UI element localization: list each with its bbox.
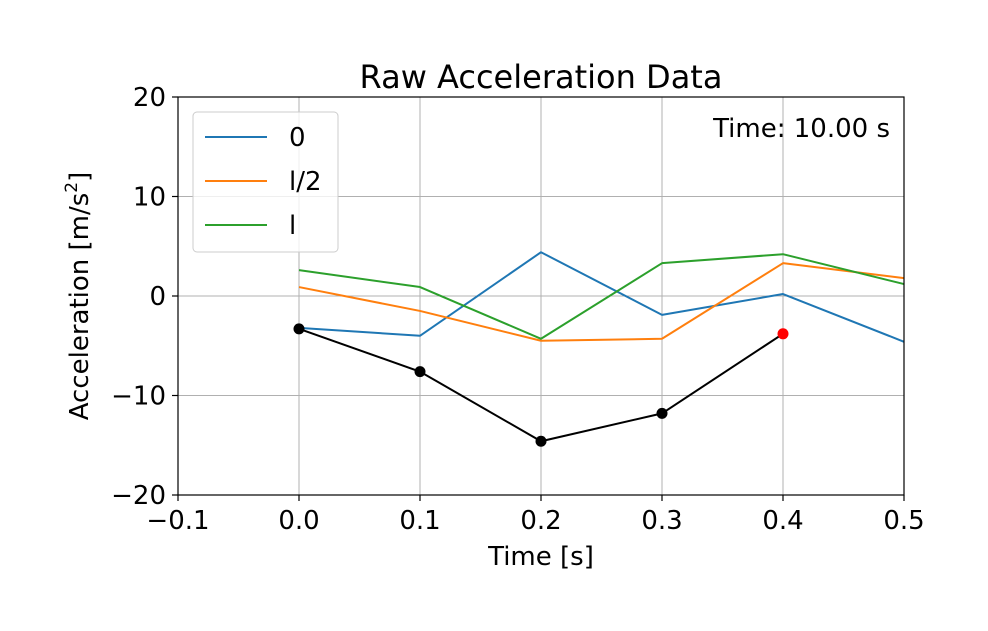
chart-title: Raw Acceleration Data — [360, 58, 723, 96]
y-tick-label: 20 — [133, 83, 166, 113]
x-tick-label: 0.1 — [399, 506, 440, 536]
series-line-0 — [298, 251, 905, 343]
trace-point — [656, 407, 668, 419]
y-tick-label: 0 — [149, 282, 166, 312]
trace-current-point — [777, 328, 789, 340]
legend-label-0: 0 — [289, 123, 306, 153]
x-tick-label: 0.3 — [641, 506, 682, 536]
time-annotation: Time: 10.00 s — [712, 114, 890, 144]
y-axis-label: Acceleration [m/s2] — [62, 172, 95, 421]
trace-point — [535, 435, 547, 447]
y-tick-label: 10 — [133, 183, 166, 213]
trace-point — [293, 323, 305, 335]
y-axis-label-main: Acceleration [m/s — [65, 193, 95, 421]
series-lines — [298, 251, 905, 343]
x-tick-label: −0.1 — [146, 506, 209, 536]
x-axis-label: Time [s] — [487, 542, 594, 572]
trace-point — [414, 366, 426, 378]
legend-label-1: l/2 — [289, 167, 322, 197]
legend: 0 l/2 l — [192, 111, 339, 253]
x-tick-label: 0.5 — [883, 506, 924, 536]
trace — [293, 323, 789, 447]
ticks: −0.1 0.0 0.1 0.2 0.3 0.4 0.5 −20 −10 0 10 20 — [111, 83, 925, 536]
x-tick-label: 0.4 — [762, 506, 803, 536]
y-tick-label: −10 — [111, 382, 166, 412]
x-tick-label: 0.0 — [278, 506, 319, 536]
series-line-1 — [298, 262, 905, 342]
series-line-2 — [298, 253, 905, 340]
legend-label-2: l — [289, 211, 296, 241]
y-tick-label: −20 — [111, 481, 166, 511]
x-tick-label: 0.2 — [520, 506, 561, 536]
y-axis-label-close: ] — [65, 172, 95, 182]
y-axis-label-superscript: 2 — [62, 182, 82, 193]
